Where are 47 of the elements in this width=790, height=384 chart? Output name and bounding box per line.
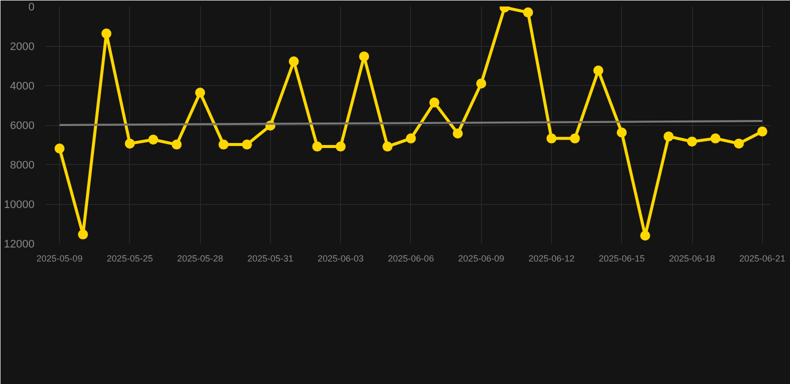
- point: [54, 144, 65, 154]
- x-tick-label: 2025-05-09: [36, 254, 83, 264]
- point: [710, 133, 720, 144]
- x-tick-label: 2025-06-15: [598, 254, 645, 264]
- y-tick-label: 10000: [4, 199, 35, 211]
- point: [288, 56, 299, 66]
- y-tick-label: 8000: [10, 160, 35, 172]
- y-tick-label: 0: [28, 2, 35, 14]
- point: [664, 131, 674, 142]
- point: [336, 142, 346, 152]
- point: [242, 140, 252, 150]
- point: [312, 142, 322, 152]
- x-tick-label: 2025-06-06: [388, 254, 434, 264]
- point: [429, 97, 440, 108]
- point: [546, 133, 556, 144]
- x-tick-label: 2025-05-25: [106, 254, 153, 264]
- point: [570, 133, 580, 144]
- point: [78, 229, 88, 240]
- point: [687, 136, 698, 147]
- y-tick-label: 12000: [4, 238, 35, 250]
- point: [218, 140, 229, 150]
- point: [476, 78, 486, 89]
- y-tick-label: 6000: [10, 120, 35, 132]
- x-tick-label: 2025-06-18: [669, 254, 716, 264]
- x-tick-label: 2025-05-28: [177, 254, 224, 264]
- point: [640, 230, 650, 241]
- x-tick-label: 2025-06-09: [458, 254, 504, 264]
- point: [382, 142, 393, 152]
- point: [101, 28, 112, 39]
- y-tick-label: 2000: [10, 41, 35, 53]
- point: [734, 138, 744, 149]
- point: [452, 128, 463, 138]
- point: [523, 7, 534, 18]
- point: [359, 51, 370, 62]
- point: [148, 134, 158, 145]
- x-tick-label: 2025-05-31: [247, 254, 294, 264]
- point: [406, 133, 416, 144]
- point: [757, 126, 768, 137]
- point: [616, 128, 627, 138]
- x-tick-label: 2025-06-21: [739, 254, 786, 264]
- y-tick-label: 4000: [10, 80, 35, 92]
- point: [172, 140, 182, 150]
- point: [195, 88, 206, 98]
- x-tick-label: 2025-06-03: [318, 254, 364, 264]
- point: [124, 138, 135, 149]
- point: [593, 66, 604, 76]
- x-tick-label: 2025-06-12: [528, 254, 575, 264]
